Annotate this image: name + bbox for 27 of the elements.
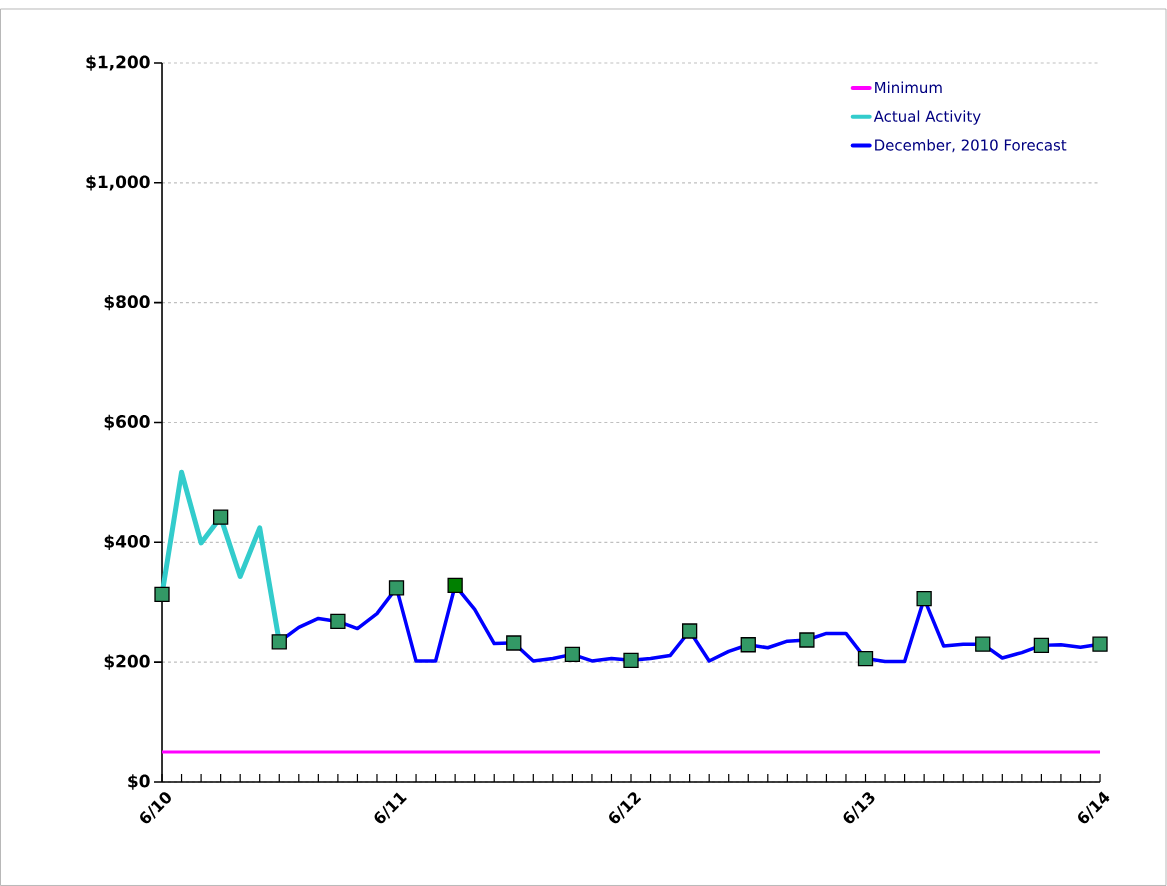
point xyxy=(212,509,229,525)
y-tick-label: $600 xyxy=(104,414,150,431)
point xyxy=(271,634,287,650)
y-tick-label: $1,200 xyxy=(86,55,150,71)
point xyxy=(330,613,346,630)
point xyxy=(1092,636,1108,652)
point xyxy=(388,580,405,596)
point xyxy=(681,623,698,639)
point xyxy=(1033,637,1050,654)
point xyxy=(740,637,756,653)
point xyxy=(564,646,581,663)
point xyxy=(623,652,639,668)
y-tick-label: $1,000 xyxy=(86,175,150,191)
point xyxy=(916,590,932,607)
legend-label: Minimum xyxy=(875,81,942,94)
point xyxy=(447,577,463,594)
legend-label: December, 2010 Forecast xyxy=(875,139,1067,153)
point xyxy=(975,636,991,652)
point xyxy=(799,632,815,648)
legend-label: Actual Activity xyxy=(873,110,981,125)
y-tick-label: $0 xyxy=(128,774,150,790)
y-tick-label: $800 xyxy=(104,294,150,311)
y-tick-label: $400 xyxy=(104,534,150,550)
point xyxy=(154,586,170,603)
y-tick-label: $200 xyxy=(104,654,150,670)
point xyxy=(857,650,874,667)
point xyxy=(506,635,522,651)
